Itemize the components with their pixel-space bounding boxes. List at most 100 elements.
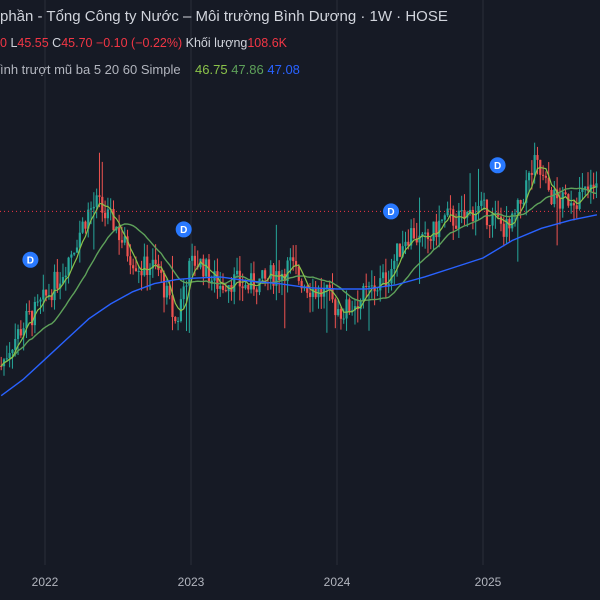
candle-body: [255, 289, 258, 293]
candle-body: [359, 300, 362, 310]
candle-body: [421, 233, 424, 236]
candle-body: [511, 213, 514, 229]
candle-body: [390, 268, 393, 284]
candle-body: [404, 241, 407, 247]
dividend-marker-icon: [22, 251, 39, 268]
candle-body: [544, 175, 547, 178]
candle-body: [581, 188, 584, 193]
candle-body: [418, 235, 421, 243]
candle-body: [14, 338, 17, 350]
candle-body: [264, 270, 267, 279]
close-label: C: [52, 36, 62, 50]
candle-body: [300, 280, 303, 289]
candle-body: [483, 199, 486, 201]
candle-body: [488, 225, 491, 227]
candle-body: [171, 295, 174, 317]
candle-body: [59, 283, 62, 289]
candle-body: [151, 259, 154, 269]
candle-body: [216, 271, 219, 289]
candle-body: [553, 189, 556, 205]
candle-body: [376, 290, 379, 292]
candle-body: [379, 278, 382, 291]
ma-indicator-label: ình trượt mũ ba: [0, 62, 91, 77]
candle-body: [426, 232, 430, 240]
candle-body: [191, 255, 194, 261]
candle-body: [320, 288, 323, 297]
x-axis-label-2025: 2025: [474, 575, 502, 589]
candle-body: [362, 285, 365, 301]
candle-body: [446, 208, 449, 216]
candle-body: [435, 221, 438, 238]
ohlc-row: 0 L45.55 C45.70 −0.10 (−0.22%) Khối lượn…: [0, 36, 287, 50]
candle-body: [525, 180, 528, 203]
candle-body: [123, 236, 126, 243]
candle-body: [432, 221, 435, 241]
candle-body: [0, 366, 3, 367]
candle-body: [468, 209, 472, 212]
candle-body: [443, 215, 446, 220]
dividend-marker-label: D: [27, 256, 34, 267]
candle-body: [185, 285, 188, 287]
candle-body: [449, 208, 452, 210]
x-axis-label-2023: 2023: [177, 575, 205, 589]
candle-body: [519, 200, 522, 204]
candle-body: [101, 196, 104, 213]
candle-body: [134, 268, 138, 272]
change-value: −0.10 (−0.22%): [95, 36, 183, 50]
ma5-line: [0, 166, 597, 367]
candle-body: [235, 270, 239, 275]
candle-body: [561, 192, 564, 209]
candle-body: [370, 285, 373, 287]
candle-body: [345, 299, 348, 319]
candle-body: [522, 202, 525, 204]
candle-body: [148, 268, 152, 275]
candle-body: [75, 247, 79, 253]
candle-body: [261, 270, 264, 279]
candle-body: [126, 236, 129, 257]
ma20-value: 47.86: [231, 62, 264, 77]
candle-body: [199, 258, 202, 268]
candle-body: [87, 209, 90, 229]
candle-body: [154, 259, 157, 264]
ma-params: 5 20 60 Simple: [93, 62, 181, 77]
low-value: 45.55: [17, 36, 49, 50]
candle-body: [11, 349, 14, 353]
candle-body: [67, 257, 70, 276]
candle-body: [188, 260, 191, 286]
candle-body: [527, 172, 531, 181]
candle-body: [5, 358, 8, 360]
candle-body: [586, 186, 590, 191]
candle-body: [575, 205, 578, 209]
candle-body: [533, 155, 536, 175]
dividend-marker-icon: [383, 203, 400, 220]
candle-body: [61, 277, 65, 284]
candle-body: [103, 212, 107, 219]
ma-legend-row: ình trượt mũ ba 5 20 60 Simple 46.75 47.…: [0, 62, 300, 77]
candle-body: [387, 283, 390, 287]
candle-body: [112, 208, 115, 231]
candle-body: [174, 316, 177, 322]
candle-body: [584, 186, 587, 189]
candle-body: [132, 265, 135, 269]
candle-body: [393, 260, 396, 269]
dividend-marker-label: D: [180, 225, 187, 236]
candle-body: [39, 299, 42, 302]
candle-body: [395, 243, 399, 261]
candle-body: [308, 292, 312, 297]
candle-body: [348, 299, 351, 313]
candle-body: [477, 205, 480, 214]
candle-body: [289, 257, 292, 261]
candle-body: [238, 270, 241, 287]
ma60-line: [0, 214, 598, 397]
x-axis-label-2024: 2024: [323, 575, 351, 589]
candle-body: [424, 232, 427, 234]
candle-body: [280, 273, 284, 281]
candle-body: [314, 288, 317, 298]
candle-body: [407, 241, 410, 246]
candle-body: [541, 174, 545, 176]
low-label: L: [10, 36, 18, 50]
candle-body: [42, 289, 45, 300]
volume-value: 108.6K: [247, 36, 287, 50]
candle-body: [367, 286, 371, 288]
